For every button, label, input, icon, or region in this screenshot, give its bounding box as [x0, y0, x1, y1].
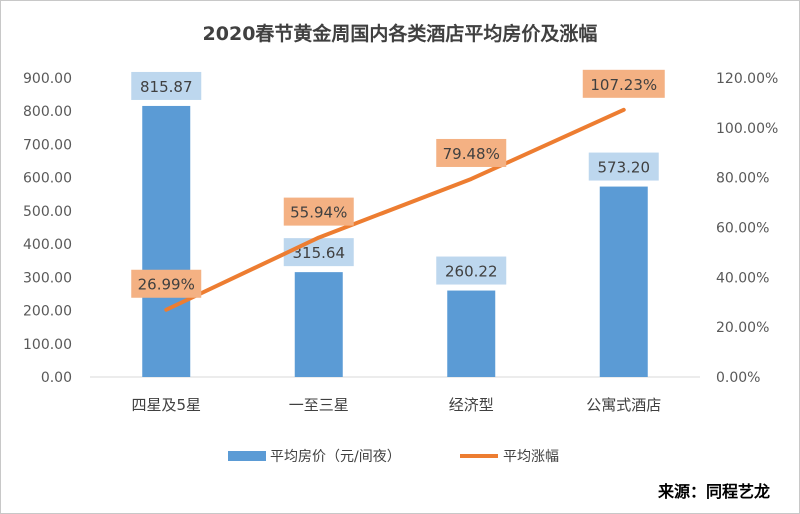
- bar-data-label: 815.87: [140, 78, 193, 96]
- left-tick-label: 0.00: [41, 370, 72, 386]
- category-label: 经济型: [449, 396, 494, 414]
- bar-data-label: 573.20: [598, 159, 651, 177]
- source-note: 来源：同程艺龙: [657, 482, 770, 501]
- line-data-label-box: [131, 269, 202, 298]
- bar-data-label-box: [131, 71, 202, 100]
- right-tick-label: 20.00%: [716, 320, 769, 336]
- x-axis-categories: 四星及5星 一至三星 经济型 公寓式酒店: [131, 396, 661, 414]
- bar-data-label-box: [283, 238, 354, 267]
- bar: [599, 186, 648, 377]
- left-tick-label: 500.00: [23, 204, 72, 220]
- chart-title: 2020春节黄金周国内各类酒店平均房价及涨幅: [203, 22, 598, 45]
- line-path: [164, 107, 626, 312]
- legend-line-label: 平均涨幅: [503, 449, 559, 465]
- line-data-label: 107.23%: [590, 76, 657, 94]
- right-tick-label: 60.00%: [716, 221, 769, 237]
- line-series: 26.99% 55.94% 79.48% 107.23%: [131, 69, 665, 312]
- legend-bar-swatch: [228, 451, 266, 461]
- left-y-axis: 0.00 100.00 200.00 300.00 400.00 500.00 600.00…: [23, 71, 72, 386]
- line-data-label-box: [283, 197, 354, 226]
- bar: [447, 290, 496, 377]
- line-data-label: 79.48%: [443, 145, 500, 163]
- bar-data-label: 315.64: [293, 244, 346, 262]
- bar-data-label: 260.22: [445, 263, 498, 281]
- bar-data-label-box: [588, 152, 659, 181]
- legend-bar-label: 平均房价（元/间夜）: [270, 449, 401, 465]
- line-data-label: 26.99%: [138, 276, 195, 294]
- left-tick-label: 900.00: [23, 71, 72, 87]
- bar-series: 815.87 315.64 260.22 573.20: [131, 71, 659, 377]
- left-tick-label: 200.00: [23, 304, 72, 320]
- left-tick-label: 100.00: [23, 337, 72, 353]
- right-tick-label: 120.00%: [716, 71, 778, 87]
- line-data-label-box: [436, 138, 507, 167]
- left-tick-label: 600.00: [23, 171, 72, 187]
- category-label: 四星及5星: [131, 396, 201, 414]
- bar: [294, 272, 343, 377]
- left-tick-label: 300.00: [23, 270, 72, 286]
- category-label: 一至三星: [289, 396, 349, 414]
- right-tick-label: 40.00%: [716, 270, 769, 286]
- bar-data-label-box: [436, 256, 507, 285]
- line-data-label: 55.94%: [290, 204, 347, 222]
- right-tick-label: 0.00%: [716, 370, 760, 386]
- right-tick-label: 80.00%: [716, 171, 769, 187]
- category-label: 公寓式酒店: [586, 396, 661, 414]
- left-tick-label: 800.00: [23, 104, 72, 120]
- left-tick-label: 700.00: [23, 137, 72, 153]
- bar: [142, 105, 191, 377]
- right-tick-label: 100.00%: [716, 121, 778, 137]
- line-data-label-box: [582, 69, 665, 98]
- legend: 平均房价（元/间夜） 平均涨幅: [228, 449, 559, 465]
- right-y-axis: 0.00% 20.00% 40.00% 60.00% 80.00% 100.00% 120.…: [716, 71, 778, 386]
- left-tick-label: 400.00: [23, 237, 72, 253]
